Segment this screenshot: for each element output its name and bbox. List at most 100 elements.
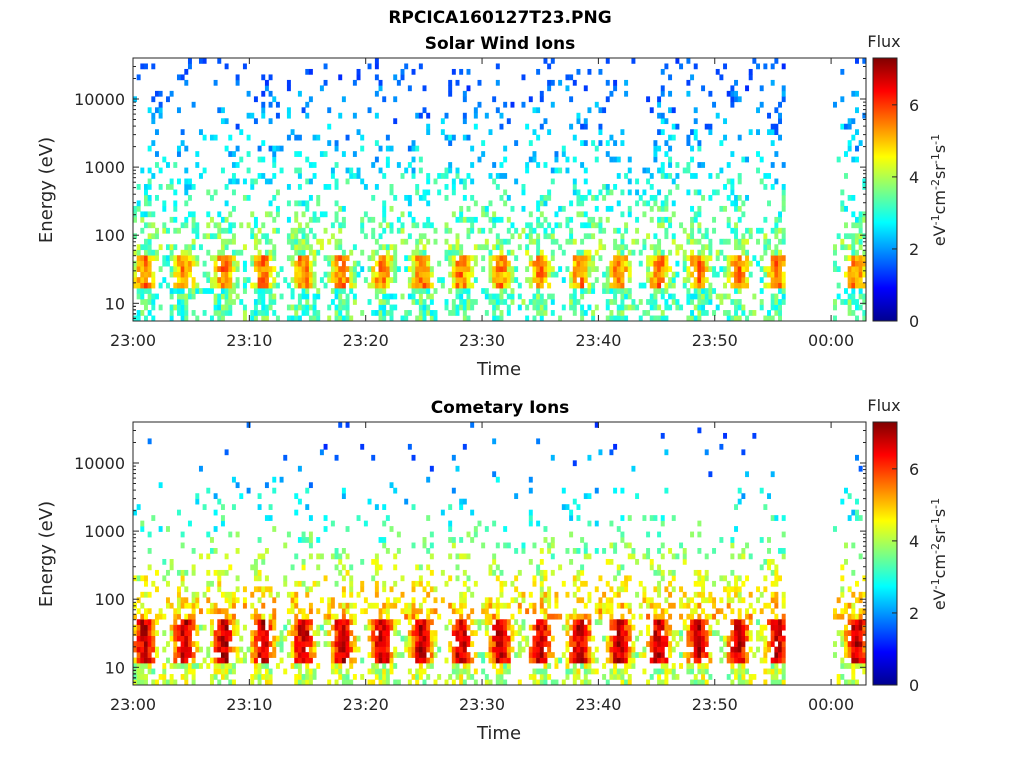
spectrogram-cell [371,249,376,256]
spectrogram-cell [341,613,346,620]
spectrogram-cell [187,635,192,642]
spectrogram-cell [451,668,456,675]
spectrogram-cell [572,591,577,598]
spectrogram-cell [294,282,299,289]
spectrogram-cell [855,145,859,152]
x-tick-label: 23:00 [110,331,156,350]
spectrogram-cell [697,310,702,316]
spectrogram-cell [536,569,541,576]
spectrogram-cell [616,569,621,576]
spectrogram-cell [371,216,376,223]
spectrogram-cell [580,255,585,262]
spectrogram-cell [470,304,475,311]
spectrogram-cell [180,641,185,647]
spectrogram-cell [781,515,786,521]
spectrogram-cell [609,520,614,527]
spectrogram-cell [143,591,148,598]
spectrogram-cell [319,151,324,157]
spectrogram-cell [220,277,225,283]
spectrogram-cell [345,641,350,647]
spectrogram-cell [539,277,544,283]
spectrogram-cell [539,586,544,593]
spectrogram-cell [532,668,537,675]
spectrogram-cell [261,173,266,179]
spectrogram-cell [587,635,592,642]
spectrogram-cell [536,641,541,647]
spectrogram-cell [550,299,555,305]
spectrogram-cell [693,624,698,631]
spectrogram-cell [605,299,610,305]
spectrogram-cell [422,630,427,636]
spectrogram-cell [184,299,189,305]
spectrogram-cell [246,167,251,174]
spectrogram-cell [660,68,665,75]
spectrogram-cell [723,205,728,212]
spectrogram-cell [572,266,577,272]
spectrogram-cell [272,597,277,604]
spectrogram-cell [536,233,541,240]
spectrogram-cell [690,233,695,240]
spectrogram-cell [675,641,680,647]
spectrogram-cell [448,602,453,609]
spectrogram-cell [429,293,434,300]
spectrogram-cell [756,238,761,245]
spectrogram-cell [206,652,211,658]
spectrogram-cell [334,184,339,190]
spectrogram-cell [459,293,464,300]
spectrogram-cell [374,504,379,510]
spectrogram-cell [745,668,750,675]
spectrogram-cell [734,624,739,631]
spectrogram-cell [176,299,181,305]
spectrogram-cell [345,674,350,680]
spectrogram-cell [602,608,607,615]
spectrogram-cell [268,200,273,207]
spectrogram-cell [587,668,592,675]
spectrogram-cell [664,216,669,223]
spectrogram-cell [338,205,343,212]
spectrogram-cell [495,575,500,582]
spectrogram-cell [462,178,467,185]
spectrogram-cell [382,624,387,631]
spectrogram-cell [407,641,412,647]
spectrogram-cell [415,635,420,642]
spectrogram-cell [506,249,511,256]
spectrogram-cell [367,107,372,114]
spectrogram-cell [290,244,295,251]
spectrogram-cell [778,641,782,647]
spectrogram-cell [572,657,577,664]
spectrogram-cell [653,255,658,262]
spectrogram-cell [730,619,735,626]
spectrogram-cell [455,635,460,642]
spectrogram-cell [133,624,137,631]
spectrogram-cell [481,205,486,212]
spectrogram-cell [499,652,504,658]
spectrogram-cell [224,118,229,125]
spectrogram-cell [587,271,592,278]
spectrogram-cell [745,608,750,615]
spectrogram-cell [352,602,357,609]
spectrogram-cell [855,233,859,240]
spectrogram-cell [748,68,753,75]
spectrogram-cell [316,249,321,256]
spectrogram-cell [426,200,431,207]
spectrogram-cell [554,156,559,163]
spectrogram-cell [165,255,170,262]
spectrogram-cell [312,299,317,305]
spectrogram-cell [378,167,383,174]
spectrogram-cell [690,227,695,234]
spectrogram-cell [840,244,845,251]
spectrogram-cell [488,641,493,647]
spectrogram-cell [349,613,354,620]
spectrogram-cell [176,227,181,234]
spectrogram-cell [767,602,771,609]
x-tick-label: 23:10 [226,695,272,714]
spectrogram-cell [462,134,467,141]
spectrogram-cell [627,304,632,311]
spectrogram-cell [330,233,335,240]
spectrogram-cell [840,564,845,571]
spectrogram-cell [756,635,761,642]
spectrogram-cell [235,266,240,272]
spectrogram-cell [448,140,453,146]
spectrogram-cell [275,315,280,322]
